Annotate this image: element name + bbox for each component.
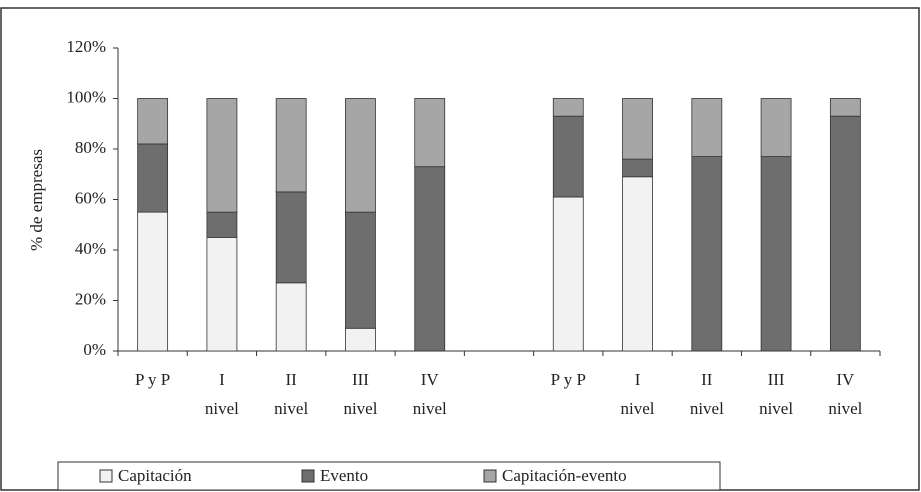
bar-segment [345, 98, 376, 213]
bar-segment [552, 98, 584, 117]
y-tick-label: 100% [66, 87, 106, 106]
y-tick-label: 0% [83, 340, 106, 359]
bar-segment [622, 176, 653, 352]
legend-swatch [483, 469, 497, 483]
bar-segment [206, 98, 238, 213]
y-tick-label: 60% [75, 188, 106, 207]
bar-segment [829, 115, 861, 352]
bar-segment [137, 98, 169, 145]
x-tick-label: III nivel [343, 370, 377, 418]
bar-segment [137, 143, 169, 213]
bar-segment [760, 98, 792, 157]
legend-label: Evento [320, 466, 368, 485]
legend-label: Capitación-evento [502, 466, 627, 485]
bar-segment [206, 236, 238, 352]
bar-segment [206, 211, 238, 238]
y-axis-label: % de empresas [27, 149, 46, 251]
y-tick-label: 80% [75, 138, 106, 157]
x-tick-label: P y P [135, 370, 170, 389]
bar-segment [622, 158, 653, 178]
bar-segment [760, 156, 792, 352]
bar-segment [829, 98, 861, 117]
x-tick-label: P y P [551, 370, 586, 389]
bar-segment [275, 282, 307, 352]
bar-segment [622, 98, 653, 160]
bar-segment [414, 166, 446, 352]
y-tick-label: 20% [75, 289, 106, 308]
bar-segment [275, 191, 307, 284]
bar-segment [691, 156, 723, 352]
legend-label: Capitación [118, 466, 192, 485]
legend-swatch [301, 469, 315, 483]
legend-box [57, 461, 721, 491]
bar-segment [552, 196, 584, 352]
bar-segment [275, 98, 307, 193]
x-tick-label: II nivel [274, 370, 308, 418]
bar-segment [691, 98, 723, 157]
legend-swatch [99, 469, 113, 483]
x-tick-label: IV nivel [828, 370, 862, 418]
y-tick-label: 40% [75, 239, 106, 258]
y-tick-label: 120% [66, 37, 106, 56]
x-tick-label: III nivel [759, 370, 793, 418]
bar-segment [414, 98, 446, 168]
bar-segment [552, 115, 584, 198]
bar-segment [345, 327, 376, 352]
x-tick-label: II nivel [690, 370, 724, 418]
x-tick-label: IV nivel [413, 370, 447, 418]
bar-segment [137, 211, 169, 352]
bar-segment [345, 211, 376, 329]
